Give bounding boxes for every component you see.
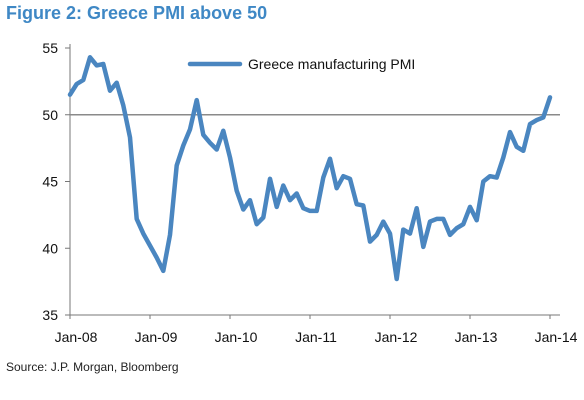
y-tick-label: 50 (42, 107, 58, 123)
legend-label: Greece manufacturing PMI (248, 56, 415, 72)
x-tick-label: Jan-08 (55, 329, 98, 345)
source-note: Source: J.P. Morgan, Bloomberg (6, 360, 179, 374)
x-tick-label: Jan-10 (215, 329, 258, 345)
y-tick-label: 35 (42, 307, 58, 323)
y-tick-label: 55 (42, 40, 58, 56)
series-line-greece-pmi (67, 55, 553, 282)
chart-axes (65, 44, 560, 319)
chart-legend: Greece manufacturing PMI (187, 56, 415, 72)
y-tick-label: 45 (42, 174, 58, 190)
x-tick-label: Jan-11 (295, 329, 337, 345)
x-tick-label: Jan-09 (135, 329, 178, 345)
x-tick-label: Jan-13 (455, 329, 498, 345)
chart-title: Figure 2: Greece PMI above 50 (6, 3, 268, 23)
y-tick-label: 40 (42, 240, 58, 256)
x-tick-label: Jan-14 (535, 329, 578, 345)
x-tick-label: Jan-12 (375, 329, 418, 345)
series-group (67, 55, 553, 282)
tick-labels: 35 40 45 50 55 Jan-08 Jan-09 Jan-10 Jan-11 Jan-12… (42, 40, 577, 345)
chart-svg: 35 40 45 50 55 Jan-08 Jan-09 Jan-10 Jan-11 Jan-12… (42, 40, 577, 345)
